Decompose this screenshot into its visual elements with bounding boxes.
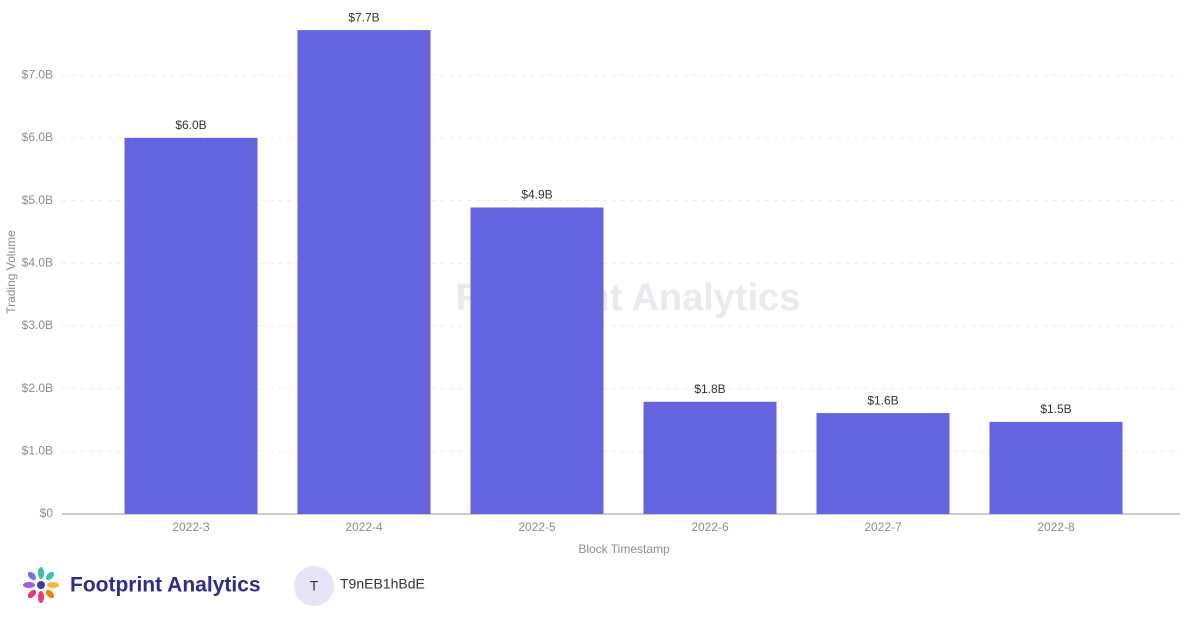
user-name: T9nEB1hBdE [340, 576, 425, 592]
bar [643, 401, 777, 514]
y-tick-label: $2.0B [22, 381, 53, 395]
data-label: $7.7B [348, 10, 379, 24]
y-tick-label: $3.0B [22, 318, 53, 332]
x-tick-label: 2022-8 [1037, 520, 1075, 534]
data-label: $4.9B [521, 188, 552, 202]
data-label: $1.6B [867, 393, 898, 407]
data-label: $6.0B [175, 118, 206, 132]
footer-logo [23, 567, 59, 603]
y-tick-label: $4.0B [22, 255, 53, 269]
bar [124, 137, 258, 514]
data-label: $1.8B [694, 382, 725, 396]
avatar-letter: T [310, 578, 319, 594]
x-tick-label: 2022-3 [172, 520, 210, 534]
x-tick-label: 2022-7 [864, 520, 902, 534]
bar [816, 413, 950, 514]
data-label: $1.5B [1040, 402, 1071, 416]
bar [297, 30, 431, 515]
y-axis-title: Trading Volume [4, 230, 18, 314]
y-tick-label: $0 [40, 506, 54, 520]
y-tick-label: $7.0B [22, 67, 53, 81]
bar [989, 421, 1123, 514]
y-tick-label: $6.0B [22, 130, 53, 144]
y-tick-label: $1.0B [22, 443, 53, 457]
footer-brand: Footprint Analytics [70, 574, 261, 597]
y-tick-label: $5.0B [22, 193, 53, 207]
x-tick-label: 2022-4 [345, 520, 383, 534]
x-tick-label: 2022-6 [691, 520, 729, 534]
x-tick-label: 2022-5 [518, 520, 556, 534]
avatar [294, 566, 334, 606]
bar [470, 207, 604, 515]
x-axis-title: Block Timestamp [578, 542, 670, 556]
